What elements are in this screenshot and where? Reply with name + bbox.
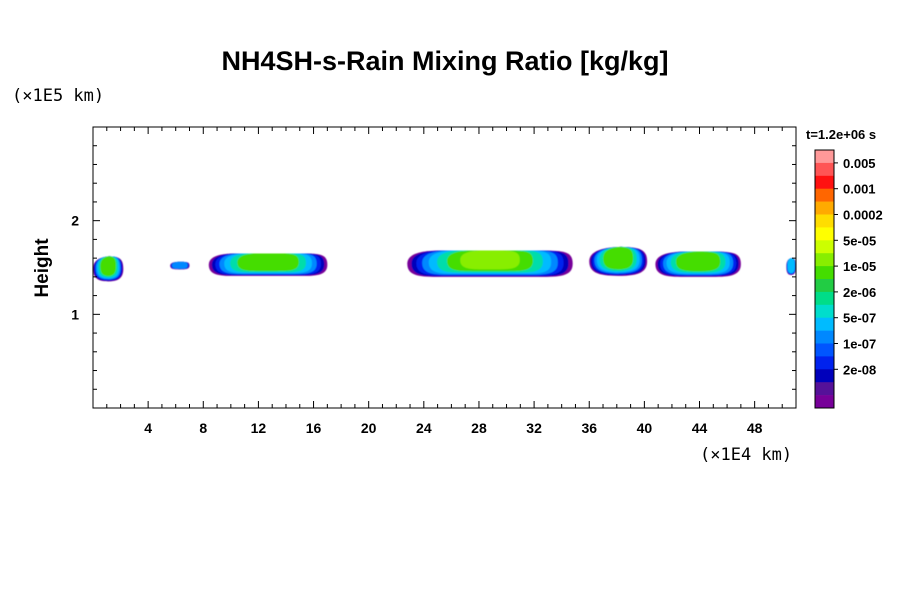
colorbar-swatch — [815, 356, 834, 370]
cloud-contour — [100, 256, 117, 277]
colorbar-swatch — [815, 240, 834, 254]
colorbar-frame — [814, 149, 835, 409]
x-tick-label: 4 — [144, 420, 152, 436]
cloud-cells — [93, 246, 796, 282]
x-tick-label: 40 — [637, 420, 653, 436]
x-tick-label: 16 — [306, 420, 322, 436]
time-label: t=1.2e+06 s — [806, 127, 876, 142]
colorbar-swatch — [815, 369, 834, 383]
cloud-cell — [170, 261, 190, 270]
cloud-contour — [171, 261, 188, 269]
cloud-cell — [93, 256, 124, 282]
x-tick-label: 36 — [581, 420, 597, 436]
chart-title: NH4SH-s-Rain Mixing Ratio [kg/kg] — [221, 46, 669, 76]
x-tick-label: 48 — [747, 420, 763, 436]
x-unit-label: (×1E4 km) — [700, 445, 792, 465]
cloud-cell — [407, 250, 573, 277]
y-axis-label: Height — [32, 238, 53, 298]
colorbar-swatch — [815, 253, 834, 267]
cloud-contour — [787, 258, 795, 274]
colorbar: 0.005 0.001 0.0002 5e-05 1e-05 2e-06 5e-07 1e-0… — [814, 149, 883, 409]
x-tick-label: 12 — [251, 420, 267, 436]
colorbar-label: 2e-06 — [843, 285, 876, 300]
x-tick-label: 28 — [471, 420, 487, 436]
colorbar-swatch — [815, 175, 834, 189]
colorbar-swatch — [815, 227, 834, 241]
colorbar-label: 1e-07 — [843, 337, 876, 352]
x-tick-label: 8 — [199, 420, 207, 436]
y-tick-label: 1 — [71, 306, 79, 322]
colorbar-swatch — [815, 266, 834, 280]
colorbar-swatch — [815, 317, 834, 331]
colorbar-swatch — [815, 188, 834, 202]
x-tick-label: 20 — [361, 420, 377, 436]
colorbar-label: 0.005 — [843, 156, 876, 171]
x-tick-label: 44 — [692, 420, 708, 436]
y-tick-label: 2 — [71, 213, 79, 229]
cloud-cell — [589, 246, 648, 276]
colorbar-swatch — [815, 395, 834, 409]
colorbar-swatch — [815, 201, 834, 215]
colorbar-swatch — [815, 382, 834, 396]
colorbar-label: 5e-05 — [843, 233, 876, 248]
cloud-contour — [237, 253, 299, 272]
colorbar-swatch — [815, 343, 834, 357]
cloud-contour — [460, 250, 520, 270]
cloud-cell — [208, 253, 328, 276]
colorbar-label: 2e-08 — [843, 362, 876, 377]
x-tick-label: 24 — [416, 420, 432, 436]
colorbar-label: 1e-05 — [843, 259, 876, 274]
y-unit-label: (×1E5 km) — [12, 86, 104, 106]
plot-frame — [92, 126, 797, 409]
colorbar-swatch — [815, 162, 834, 177]
cloud-cell — [655, 251, 741, 277]
colorbar-swatch — [815, 214, 834, 228]
x-tick-label: 32 — [526, 420, 542, 436]
cloud-contour — [675, 251, 721, 272]
cloud-cell — [786, 258, 796, 275]
colorbar-swatch — [815, 330, 834, 344]
colorbar-swatch — [815, 304, 834, 318]
colorbar-swatch — [815, 150, 834, 164]
colorbar-label: 0.0002 — [843, 208, 883, 223]
cloud-contour — [603, 246, 634, 270]
colorbar-swatch — [815, 279, 834, 293]
colorbar-swatch — [815, 291, 834, 306]
colorbar-label: 0.001 — [843, 182, 876, 197]
colorbar-label: 5e-07 — [843, 311, 876, 326]
